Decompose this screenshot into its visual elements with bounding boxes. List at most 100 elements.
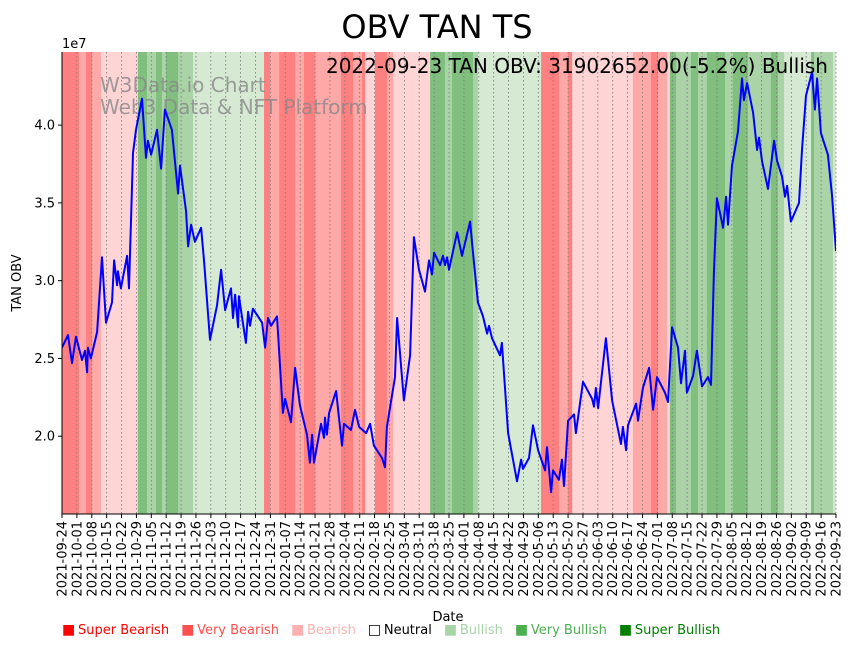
x-tick-label: 2022-07-08 bbox=[666, 521, 681, 597]
x-tick-label: 2022-07-15 bbox=[681, 521, 696, 597]
x-tick-label: 2022-03-25 bbox=[443, 521, 458, 597]
legend-label: Very Bearish bbox=[197, 623, 279, 638]
x-axis-label: Date bbox=[432, 610, 463, 625]
sentiment-band bbox=[669, 52, 677, 514]
x-tick-label: 2022-08-19 bbox=[755, 521, 770, 597]
x-tick-label: 2022-05-27 bbox=[576, 521, 591, 597]
x-tick-label: 2022-02-18 bbox=[368, 521, 383, 597]
x-tick-label: 2021-12-31 bbox=[264, 521, 279, 597]
y-offset-label: 1e7 bbox=[62, 37, 87, 52]
sentiment-band bbox=[91, 52, 102, 514]
sentiment-band bbox=[137, 52, 148, 514]
sentiment-band bbox=[161, 52, 167, 514]
sentiment-band bbox=[303, 52, 316, 514]
x-tick-label: 2022-03-18 bbox=[428, 521, 443, 597]
legend-label: Bearish bbox=[307, 623, 356, 638]
x-tick-label: 2021-12-17 bbox=[234, 521, 249, 597]
sentiment-band bbox=[697, 52, 708, 514]
sentiment-band bbox=[811, 52, 815, 514]
chart-title: OBV TAN TS bbox=[341, 8, 532, 46]
sentiment-band bbox=[558, 52, 569, 514]
x-tick-label: 2022-06-10 bbox=[606, 521, 621, 597]
x-tick-label: 2021-12-10 bbox=[219, 521, 234, 597]
sentiment-band bbox=[295, 52, 305, 514]
x-tick-label: 2022-06-17 bbox=[621, 521, 636, 597]
sentiment-band bbox=[814, 52, 834, 514]
x-tick-label: 2022-01-21 bbox=[309, 521, 324, 597]
legend-marker-icon: ■ bbox=[291, 622, 304, 638]
sentiment-band bbox=[279, 52, 296, 514]
x-tick-label: 2022-09-16 bbox=[815, 521, 830, 597]
x-tick-label: 2021-11-19 bbox=[175, 521, 190, 597]
legend-marker-icon: ■ bbox=[619, 622, 632, 638]
obv-series-line bbox=[62, 71, 836, 494]
x-tick-label: 2022-08-05 bbox=[725, 521, 740, 597]
sentiment-band bbox=[770, 52, 779, 514]
legend-item: ■ Super Bearish bbox=[62, 622, 169, 638]
sentiment-band bbox=[833, 52, 836, 514]
legend: ■ Super Bearish ■ Very Bearish ■ Bearish □ Neut… bbox=[62, 622, 720, 638]
legend-marker-icon: ■ bbox=[62, 622, 75, 638]
sentiment-band bbox=[192, 52, 265, 514]
x-tick-label: 2022-04-15 bbox=[487, 521, 502, 597]
sentiment-band bbox=[777, 52, 785, 514]
sentiment-band bbox=[375, 52, 388, 514]
y-axis-ticks: 2.0 2.5 3.0 3.5 4.0 bbox=[34, 119, 62, 445]
x-tick-label: 2022-01-07 bbox=[279, 521, 294, 597]
x-tick-label: 2022-05-20 bbox=[562, 521, 577, 597]
sentiment-band bbox=[658, 52, 668, 514]
sentiment-band bbox=[79, 52, 87, 514]
x-tick-label: 2022-05-13 bbox=[547, 521, 562, 597]
watermark-line-1: W3Data.io Chart bbox=[100, 73, 266, 97]
y-axis-label: TAN OBV bbox=[10, 254, 25, 312]
legend-marker-icon: ■ bbox=[515, 622, 528, 638]
sentiment-band bbox=[572, 52, 634, 514]
sentiment-band bbox=[62, 52, 80, 514]
legend-marker-icon: ■ bbox=[444, 622, 457, 638]
sentiment-band bbox=[451, 52, 474, 514]
sentiment-band bbox=[568, 52, 573, 514]
sentiment-band bbox=[784, 52, 812, 514]
sentiment-band bbox=[362, 52, 366, 514]
y-tick-label: 3.5 bbox=[34, 196, 55, 211]
x-tick-label: 2022-07-01 bbox=[651, 521, 666, 597]
legend-label: Very Bullish bbox=[531, 623, 607, 638]
legend-item: ■ Super Bullish bbox=[619, 622, 720, 638]
x-tick-label: 2021-12-03 bbox=[204, 521, 219, 597]
sentiment-band bbox=[747, 52, 772, 514]
x-tick-label: 2022-09-23 bbox=[830, 521, 845, 597]
sentiment-band bbox=[386, 52, 394, 514]
sentiment-band bbox=[651, 52, 659, 514]
x-tick-label: 2022-04-29 bbox=[517, 521, 532, 597]
legend-item: ■ Very Bullish bbox=[515, 622, 607, 638]
sentiment-band bbox=[430, 52, 446, 514]
x-tick-label: 2022-03-04 bbox=[398, 521, 413, 597]
legend-item: ■ Very Bearish bbox=[181, 622, 279, 638]
x-tick-label: 2021-10-01 bbox=[70, 521, 85, 597]
sentiment-band bbox=[147, 52, 157, 514]
legend-label: Super Bearish bbox=[78, 623, 169, 638]
sentiment-band bbox=[725, 52, 734, 514]
x-tick-label: 2022-02-04 bbox=[338, 521, 353, 597]
sentiment-band bbox=[690, 52, 699, 514]
sentiment-band bbox=[165, 52, 179, 514]
y-tick-label: 2.0 bbox=[34, 430, 55, 445]
x-tick-label: 2022-04-01 bbox=[457, 521, 472, 597]
x-tick-label: 2021-11-26 bbox=[189, 521, 204, 597]
legend-item: □ Neutral bbox=[368, 622, 432, 638]
y-tick-label: 4.0 bbox=[34, 119, 55, 134]
sentiment-band bbox=[264, 52, 271, 514]
sentiment-band bbox=[269, 52, 280, 514]
legend-label: Neutral bbox=[384, 623, 432, 638]
x-tick-label: 2021-09-24 bbox=[56, 521, 71, 597]
sentiment-band bbox=[732, 52, 749, 514]
x-tick-label: 2022-07-29 bbox=[710, 521, 725, 597]
sentiment-band bbox=[444, 52, 453, 514]
watermark-line-2: Web3 Data & NFT Platform bbox=[100, 95, 368, 119]
sentiment-band bbox=[340, 52, 354, 514]
legend-label: Bullish bbox=[460, 623, 503, 638]
x-tick-label: 2022-09-09 bbox=[800, 521, 815, 597]
legend-item: ■ Bullish bbox=[444, 622, 503, 638]
x-tick-label: 2022-08-26 bbox=[770, 521, 785, 597]
